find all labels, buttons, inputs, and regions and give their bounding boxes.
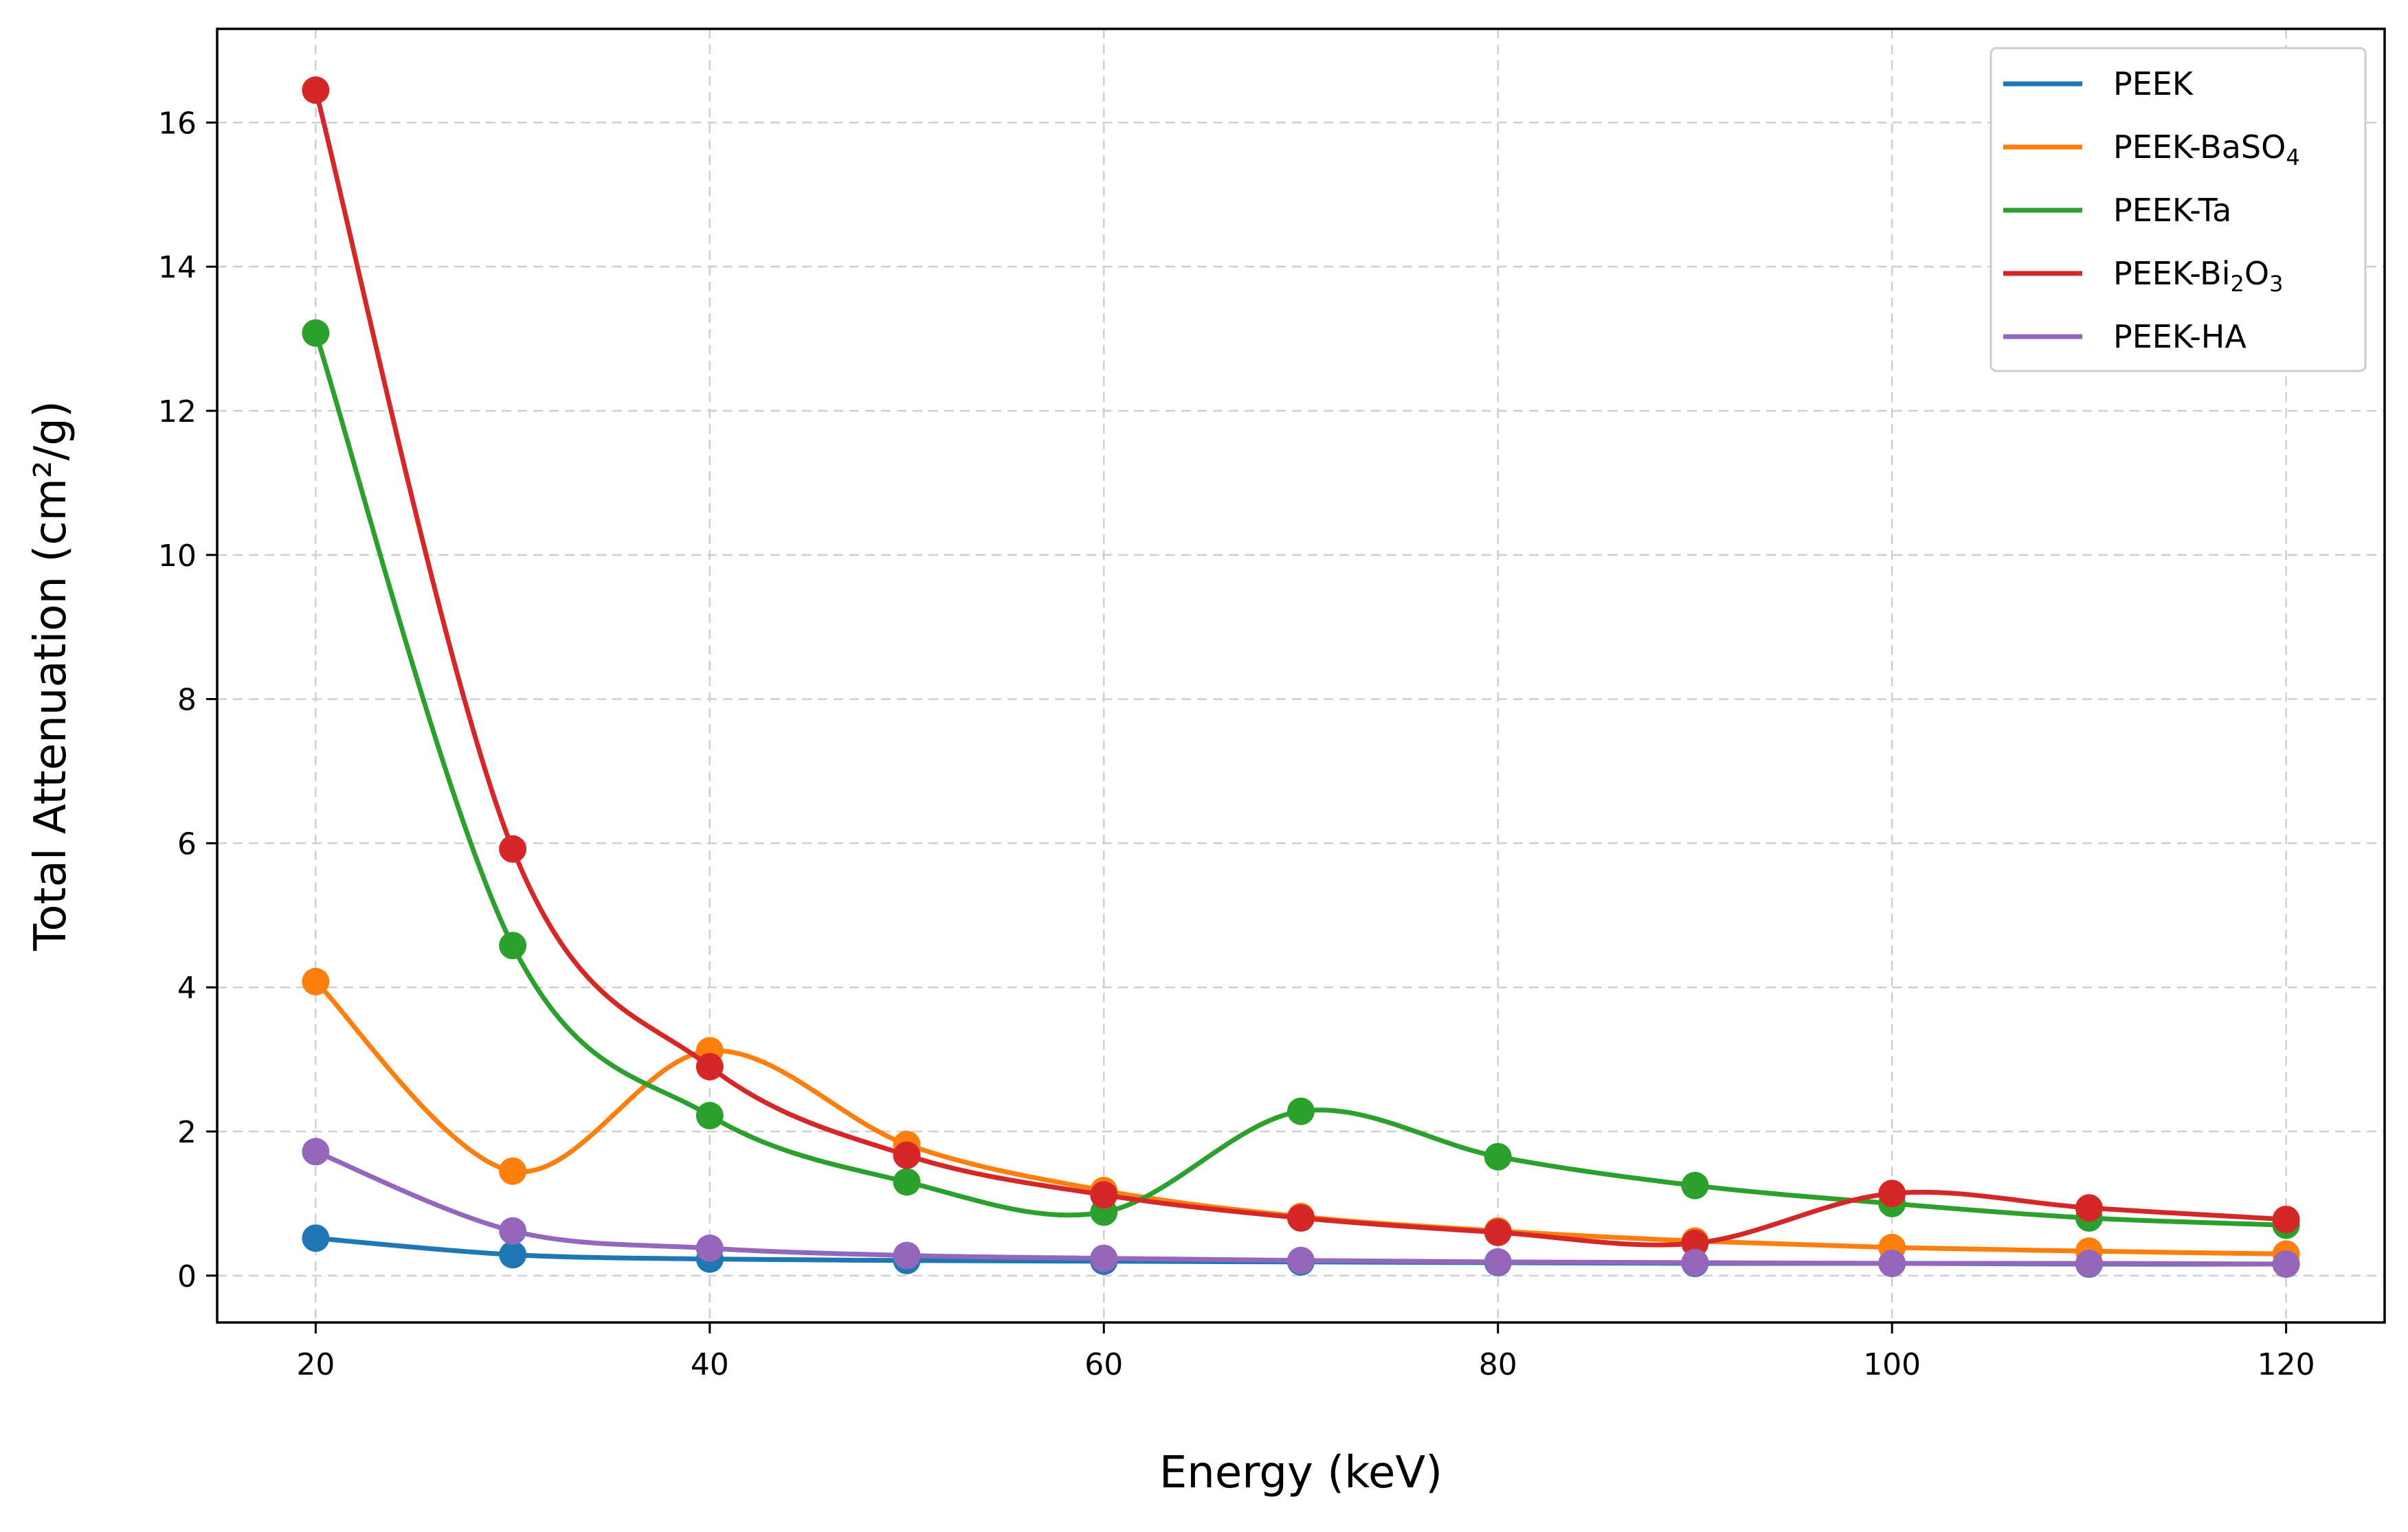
data-point-peek-ha [2272,1250,2300,1278]
legend-label-peek-baso4: PEEK-BaSO4 [2113,128,2300,170]
data-point-peek-ta [1484,1142,1512,1171]
data-point-peek-bi2o3 [1484,1218,1512,1246]
data-point-peek-ta [893,1168,921,1196]
data-point-peek-baso4 [499,1157,527,1185]
data-point-peek-baso4 [302,967,330,995]
axes [206,27,2386,1333]
data-point-peek-bi2o3 [2272,1205,2300,1233]
data-point-peek [499,1241,527,1269]
x-tick-label: 80 [1479,1347,1517,1382]
series-peek-bi2o3 [302,76,2300,1257]
data-point-peek-ha [1287,1246,1315,1274]
y-tick-label: 6 [177,826,197,861]
x-tick-label: 20 [296,1347,335,1382]
data-point-peek-bi2o3 [1878,1180,1906,1208]
series-layer [302,76,2300,1278]
y-tick-label: 8 [177,683,197,718]
legend-box [1989,47,2367,372]
data-point-peek-ha [1681,1248,1709,1276]
data-point-peek-ta [302,319,330,347]
data-point-peek-ha [1878,1249,1906,1277]
data-point-peek-bi2o3 [893,1141,921,1169]
data-point-peek [302,1224,330,1252]
y-axis-label: Total Attenuation (cm²/g) [25,401,76,951]
y-tick-label: 14 [158,250,197,285]
data-point-peek-bi2o3 [302,76,330,104]
y-tick-label: 12 [158,394,197,429]
data-point-peek-ha [499,1217,527,1245]
data-point-peek-ta [695,1101,724,1129]
legend-label-peek-ha: PEEK-HA [2113,318,2247,355]
legend-label-peek: PEEK [2113,65,2194,102]
y-tick-label: 2 [177,1115,197,1150]
x-tick-label: 60 [1084,1347,1123,1382]
data-point-peek-bi2o3 [695,1052,724,1081]
data-point-peek-ha [302,1138,330,1166]
data-point-peek-bi2o3 [1090,1181,1118,1209]
data-point-peek-ha [1484,1248,1512,1276]
y-tick-label: 10 [158,539,197,574]
x-tick-label: 120 [2258,1347,2315,1382]
legend: PEEK PEEK-BaSO4 PEEK-Ta PEEK-Bi2O3 PEEK-HA [1989,47,2367,372]
data-point-peek-ta [1287,1097,1315,1125]
data-point-peek-ta [499,932,527,960]
data-point-peek-bi2o3 [2075,1194,2103,1222]
y-tick-label: 4 [177,971,197,1006]
tick-labels: 20 40 60 80 100 120 0 2 4 6 8 10 12 14 16 [158,106,2315,1382]
x-axis-label: Energy (keV) [1159,1447,1442,1498]
series-line-peek-ta [313,330,2289,1228]
data-point-peek-bi2o3 [499,835,527,863]
data-point-peek-ha [2075,1249,2103,1277]
legend-label-peek-bi2o3: PEEK-Bi2O3 [2113,255,2283,297]
x-tick-label: 100 [1863,1347,1921,1382]
y-tick-label: 0 [177,1259,197,1294]
plot-frame [216,27,2386,1324]
data-point-peek-ta [1681,1171,1709,1199]
data-point-peek-ha [1090,1244,1118,1272]
data-point-peek-ha [893,1241,921,1270]
data-point-peek-bi2o3 [1681,1229,1709,1257]
legend-label-peek-ta: PEEK-Ta [2113,192,2231,229]
data-point-peek-bi2o3 [1287,1204,1315,1232]
series-peek-ha [302,1138,2300,1278]
x-tick-label: 40 [691,1347,729,1382]
y-tick-label: 16 [158,106,197,141]
data-point-peek-ha [695,1234,724,1262]
